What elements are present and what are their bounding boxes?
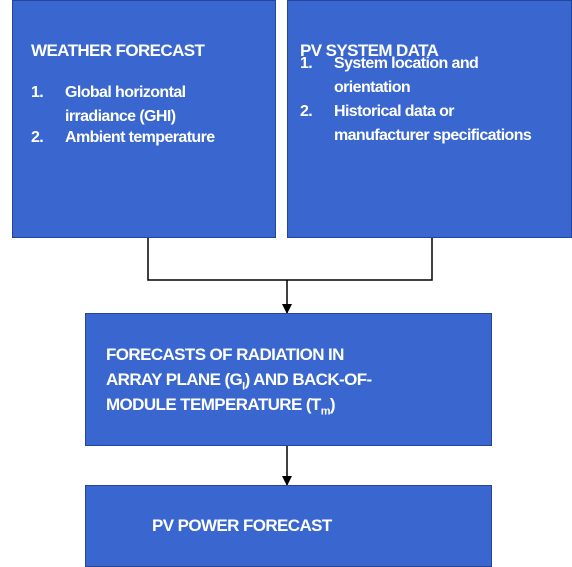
list-text: System location and (334, 55, 479, 72)
list-line: 1. System location and (300, 55, 479, 73)
heading-line: ARRAY PLANE (GI) AND BACK-OF- (106, 367, 372, 399)
heading-text: MODULE TEMPERATURE (T (106, 395, 321, 414)
heading-text: FORECASTS OF RADIATION IN (106, 345, 344, 364)
list-number: 2. (31, 129, 44, 146)
list-text: manufacturer specifications (334, 127, 532, 144)
list-number: 2. (300, 103, 313, 120)
list-text: Global horizontal (65, 84, 186, 101)
pv-system-box: PV SYSTEM DATA 1. System location and orien… (287, 0, 572, 238)
weather-box: WEATHER FORECAST 1. Global horizontal irrad… (12, 0, 276, 238)
list-line: 2. Ambient temperature (31, 129, 215, 147)
list-number: 1. (300, 55, 313, 72)
heading-text: ) AND BACK-OF- (244, 370, 373, 389)
heading-text: PV POWER FORECAST (152, 516, 332, 535)
box-title: WEATHER FORECAST (31, 41, 205, 60)
power-forecast-box: PV POWER FORECAST (85, 485, 492, 567)
list-line: manufacturer specifications (300, 127, 532, 145)
subscript: m (320, 405, 331, 418)
heading-text: ARRAY PLANE (G (106, 370, 243, 389)
heading-text: ) (329, 395, 336, 414)
list-number: 1. (31, 84, 44, 101)
heading-line: PV POWER FORECAST (152, 513, 332, 538)
list-text: orientation (334, 79, 411, 96)
list-text: irradiance (GHI) (65, 108, 176, 125)
list-line: 1. Global horizontal (31, 84, 186, 102)
box-title: PV SYSTEM DATA (300, 41, 439, 60)
list-text: Ambient temperature (65, 129, 215, 146)
list-line: irradiance (GHI) (31, 108, 176, 126)
list-line: orientation (300, 79, 411, 97)
list-text: Historical data or (334, 103, 455, 120)
subscript: I (242, 380, 245, 393)
radiation-box: FORECASTS OF RADIATION IN ARRAY PLANE (GI… (85, 313, 492, 446)
heading-line: MODULE TEMPERATURE (Tm) (106, 392, 336, 424)
heading-line: FORECASTS OF RADIATION IN (106, 342, 344, 367)
list-line: 2. Historical data or (300, 103, 455, 121)
merge-line (147, 237, 433, 281)
